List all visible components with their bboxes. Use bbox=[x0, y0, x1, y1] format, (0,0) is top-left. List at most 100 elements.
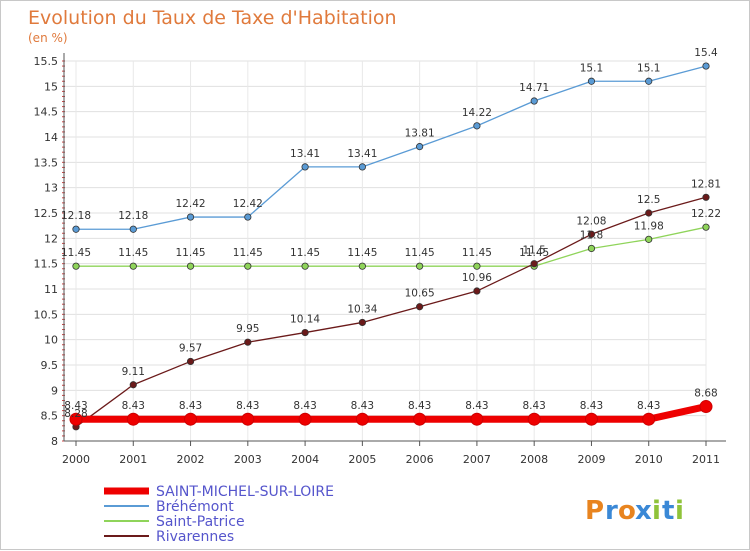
y-tick-label: 8 bbox=[51, 435, 58, 448]
data-label: 8.43 bbox=[637, 400, 660, 412]
logo-letter: x bbox=[635, 496, 652, 526]
data-point bbox=[298, 412, 312, 426]
data-label: 8.43 bbox=[122, 400, 145, 412]
data-point bbox=[186, 357, 195, 366]
data-label: 14.71 bbox=[519, 82, 549, 94]
data-label: 15.1 bbox=[637, 62, 660, 74]
data-label: 11.45 bbox=[176, 247, 206, 259]
data-point bbox=[416, 262, 424, 270]
y-tick-label: 12 bbox=[44, 232, 58, 245]
data-point bbox=[358, 262, 366, 270]
x-tick-label: 2009 bbox=[577, 453, 605, 466]
logo-letter: i bbox=[675, 496, 684, 526]
data-point bbox=[69, 412, 83, 426]
data-point bbox=[702, 62, 710, 70]
y-tick-label: 15.5 bbox=[34, 55, 59, 68]
data-label: 10.14 bbox=[290, 314, 320, 326]
data-point bbox=[473, 287, 481, 295]
legend: SAINT-MICHEL-SUR-LOIREBréhémontSaint-Pat… bbox=[104, 484, 334, 545]
x-tick-label: 2000 bbox=[62, 453, 90, 466]
data-point bbox=[584, 412, 598, 426]
data-label: 11.98 bbox=[634, 220, 664, 232]
y-tick-label: 9.5 bbox=[41, 359, 59, 372]
data-label: 8.43 bbox=[408, 400, 431, 412]
data-point bbox=[126, 412, 140, 426]
data-point bbox=[645, 235, 653, 243]
data-label: 8.43 bbox=[64, 400, 87, 412]
logo-letter: i bbox=[652, 496, 661, 526]
data-label: 9.57 bbox=[179, 342, 202, 354]
data-point bbox=[301, 328, 309, 337]
data-point bbox=[186, 262, 195, 270]
data-label: 11.45 bbox=[347, 247, 377, 259]
data-label: 12.22 bbox=[691, 208, 721, 220]
data-label: 13.41 bbox=[347, 148, 377, 160]
y-tick-label: 14 bbox=[44, 131, 58, 144]
data-label: 12.5 bbox=[637, 194, 660, 206]
data-point bbox=[129, 225, 137, 233]
data-label: 12.08 bbox=[576, 215, 606, 227]
grid bbox=[64, 60, 707, 442]
x-tick-label: 2002 bbox=[177, 453, 205, 466]
data-point bbox=[301, 163, 309, 171]
logo-letter: o bbox=[618, 496, 636, 526]
series-lines bbox=[69, 62, 713, 431]
data-label: 11.45 bbox=[405, 247, 435, 259]
data-label: 8.68 bbox=[694, 388, 717, 400]
x-tick-label: 2006 bbox=[406, 453, 434, 466]
data-point bbox=[72, 225, 80, 233]
data-label: 13.81 bbox=[405, 128, 435, 140]
data-point bbox=[244, 338, 252, 346]
data-point bbox=[358, 163, 366, 171]
data-point bbox=[587, 244, 596, 253]
legend-label: Bréhémont bbox=[156, 499, 234, 515]
series-line bbox=[75, 196, 707, 428]
y-tick-label: 9 bbox=[51, 384, 58, 397]
data-point bbox=[645, 77, 653, 85]
legend-label: SAINT-MICHEL-SUR-LOIRE bbox=[156, 484, 334, 500]
data-label: 14.22 bbox=[462, 107, 492, 119]
data-label: 11.45 bbox=[61, 247, 91, 259]
data-label: 12.81 bbox=[691, 178, 721, 190]
series-line bbox=[75, 226, 707, 267]
data-point bbox=[416, 303, 424, 311]
axes: 8 8.5 9 9.5 10 10.5 11 11.5 12 12.5 13 13.5 14 14.5 15… bbox=[34, 53, 726, 466]
logo-letter: r bbox=[605, 496, 618, 526]
data-label: 11.45 bbox=[118, 247, 148, 259]
y-tick-label: 14.5 bbox=[34, 106, 59, 119]
data-label: 11.45 bbox=[519, 247, 549, 259]
data-label: 11.45 bbox=[290, 247, 320, 259]
data-point bbox=[129, 262, 137, 270]
legend-label: Saint-Patrice bbox=[156, 514, 245, 530]
y-tick-label: 11.5 bbox=[34, 258, 59, 271]
y-tick-label: 15 bbox=[44, 80, 58, 93]
series-line bbox=[72, 403, 710, 423]
logo-letter: P bbox=[585, 496, 604, 526]
y-tick-label: 13.5 bbox=[34, 156, 59, 169]
y-tick-label: 8.5 bbox=[41, 410, 59, 423]
data-label: 15.4 bbox=[694, 47, 718, 59]
data-point bbox=[244, 213, 252, 221]
data-label: 8.43 bbox=[580, 400, 603, 412]
chart-unit-label: (en %) bbox=[28, 31, 68, 45]
data-point bbox=[470, 412, 484, 426]
legend-label: Rivarennes bbox=[156, 529, 234, 545]
chart-title: Evolution du Taux de Taxe d'Habitation bbox=[28, 7, 397, 29]
x-tick-label: 2003 bbox=[234, 453, 262, 466]
data-point bbox=[587, 77, 596, 85]
data-point bbox=[527, 412, 541, 426]
x-tick-label: 2011 bbox=[692, 453, 720, 466]
data-point bbox=[702, 223, 710, 231]
data-label: 8.43 bbox=[179, 400, 202, 412]
y-tick-label: 10.5 bbox=[34, 308, 59, 321]
data-label: 12.18 bbox=[61, 210, 91, 222]
data-point bbox=[645, 209, 653, 217]
data-label: 8.43 bbox=[351, 400, 374, 412]
logo-letter: t bbox=[662, 496, 674, 526]
x-tick-label: 2005 bbox=[348, 453, 376, 466]
data-label: 8.43 bbox=[465, 400, 488, 412]
data-point bbox=[587, 230, 596, 238]
data-point bbox=[642, 412, 656, 426]
data-point bbox=[416, 143, 424, 151]
data-label: 11.8 bbox=[580, 229, 603, 241]
